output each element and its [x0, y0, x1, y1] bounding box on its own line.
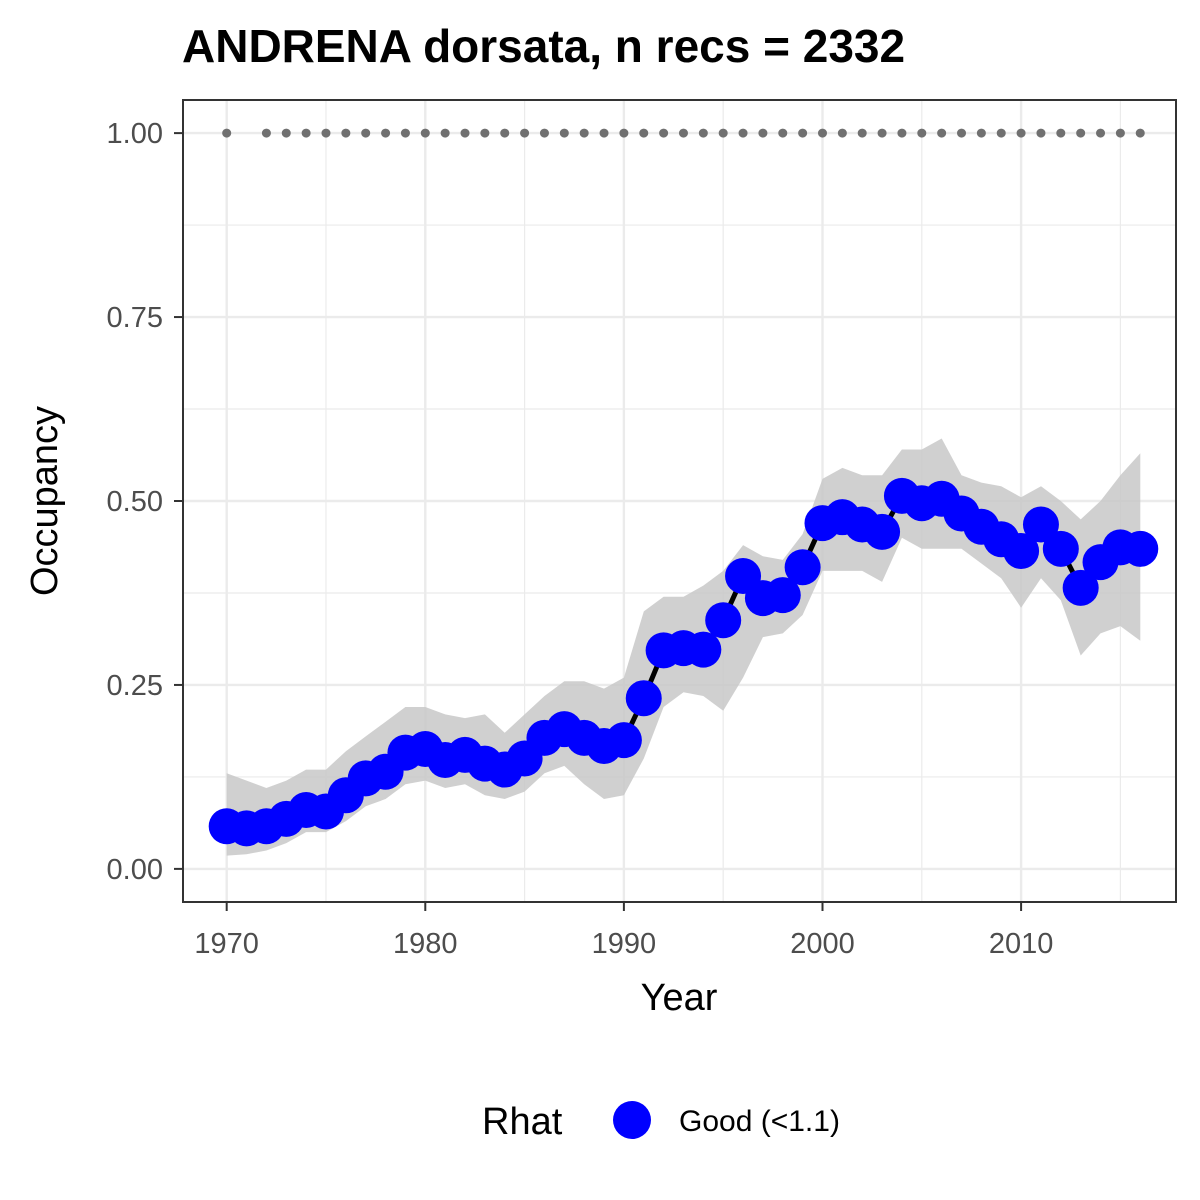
record-dot — [1115, 128, 1125, 138]
y-tick-label: 0.75 — [107, 302, 163, 334]
record-dot — [817, 128, 827, 138]
record-dot — [222, 128, 232, 138]
data-point — [784, 549, 821, 586]
y-tick-label: 0.50 — [107, 486, 163, 518]
y-tick-label: 0.00 — [107, 854, 163, 886]
data-point — [1122, 530, 1159, 567]
record-dot — [1096, 128, 1106, 138]
record-dot — [1056, 128, 1066, 138]
y-axis-title: Occupancy — [24, 406, 66, 596]
record-dot — [539, 128, 549, 138]
record-dots — [222, 128, 1145, 138]
record-dot — [460, 128, 470, 138]
record-dot — [1016, 128, 1026, 138]
record-dot — [301, 128, 311, 138]
record-dot — [917, 128, 927, 138]
x-tick-label: 2000 — [790, 928, 855, 960]
record-dot — [520, 128, 530, 138]
record-dot — [361, 128, 371, 138]
legend-key-good — [613, 1101, 651, 1139]
record-dot — [897, 128, 907, 138]
record-dot — [480, 128, 490, 138]
x-tick-label: 1990 — [592, 928, 657, 960]
record-dot — [599, 128, 609, 138]
record-dot — [281, 128, 291, 138]
x-axis-title: Year — [641, 977, 718, 1019]
legend-title: Rhat — [482, 1101, 563, 1143]
record-dot — [976, 128, 986, 138]
record-dot — [837, 128, 847, 138]
record-dot — [758, 128, 768, 138]
x-tick-label: 2010 — [989, 928, 1054, 960]
record-dot — [579, 128, 589, 138]
x-tick-label: 1970 — [194, 928, 259, 960]
record-dot — [381, 128, 391, 138]
record-dot — [500, 128, 510, 138]
data-point — [685, 631, 722, 668]
record-dot — [698, 128, 708, 138]
record-dot — [718, 128, 728, 138]
x-axis: 1970 1980 1990 2000 2010 — [194, 902, 1053, 960]
record-dot — [957, 128, 967, 138]
data-point — [1022, 506, 1059, 543]
data-point — [1062, 569, 1099, 606]
x-tick-label: 1980 — [393, 928, 458, 960]
record-dot — [400, 128, 410, 138]
data-point — [864, 513, 901, 550]
data-point — [1003, 533, 1040, 570]
record-dot — [420, 128, 430, 138]
data-point — [605, 722, 642, 759]
record-dot — [877, 128, 887, 138]
record-dot — [738, 128, 748, 138]
record-dot — [857, 128, 867, 138]
legend: Rhat Good (<1.1) — [482, 1101, 840, 1143]
data-point — [705, 602, 742, 639]
data-points — [208, 477, 1159, 847]
record-dot — [619, 128, 629, 138]
y-tick-label: 0.25 — [107, 670, 163, 702]
record-dot — [996, 128, 1006, 138]
record-dot — [639, 128, 649, 138]
data-point — [764, 577, 801, 614]
record-dot — [261, 128, 271, 138]
record-dot — [1036, 128, 1046, 138]
record-dot — [659, 128, 669, 138]
record-dot — [440, 128, 450, 138]
chart-title: ANDRENA dorsata, n recs = 2332 — [182, 20, 905, 72]
data-point — [625, 680, 662, 717]
record-dot — [1135, 128, 1145, 138]
record-dot — [937, 128, 947, 138]
record-dot — [559, 128, 569, 138]
record-dot — [1076, 128, 1086, 138]
record-dot — [321, 128, 331, 138]
y-axis: 0.00 0.25 0.50 0.75 1.00 — [107, 118, 183, 886]
record-dot — [678, 128, 688, 138]
record-dot — [341, 128, 351, 138]
record-dot — [798, 128, 808, 138]
data-point — [1042, 530, 1079, 567]
record-dot — [778, 128, 788, 138]
legend-label-good: Good (<1.1) — [679, 1105, 840, 1138]
y-tick-label: 1.00 — [107, 118, 163, 150]
